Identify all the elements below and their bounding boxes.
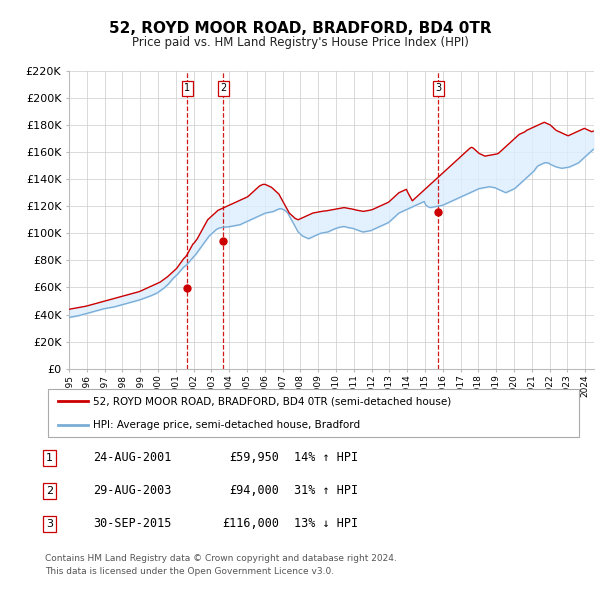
Text: Price paid vs. HM Land Registry's House Price Index (HPI): Price paid vs. HM Land Registry's House … [131, 36, 469, 49]
Text: 29-AUG-2003: 29-AUG-2003 [93, 484, 172, 497]
Text: £59,950: £59,950 [229, 451, 279, 464]
Text: £116,000: £116,000 [222, 517, 279, 530]
Text: This data is licensed under the Open Government Licence v3.0.: This data is licensed under the Open Gov… [45, 566, 334, 576]
Text: 2: 2 [220, 83, 226, 93]
Text: 13% ↓ HPI: 13% ↓ HPI [294, 517, 358, 530]
Text: Contains HM Land Registry data © Crown copyright and database right 2024.: Contains HM Land Registry data © Crown c… [45, 554, 397, 563]
Text: 1: 1 [184, 83, 190, 93]
Text: 24-AUG-2001: 24-AUG-2001 [93, 451, 172, 464]
Text: 52, ROYD MOOR ROAD, BRADFORD, BD4 0TR: 52, ROYD MOOR ROAD, BRADFORD, BD4 0TR [109, 21, 491, 36]
Text: 30-SEP-2015: 30-SEP-2015 [93, 517, 172, 530]
Text: 1: 1 [46, 453, 53, 463]
Text: 31% ↑ HPI: 31% ↑ HPI [294, 484, 358, 497]
Text: 2: 2 [46, 486, 53, 496]
Text: HPI: Average price, semi-detached house, Bradford: HPI: Average price, semi-detached house,… [94, 419, 361, 430]
Text: 3: 3 [46, 519, 53, 529]
Text: £94,000: £94,000 [229, 484, 279, 497]
FancyBboxPatch shape [47, 389, 579, 437]
Text: 14% ↑ HPI: 14% ↑ HPI [294, 451, 358, 464]
Text: 3: 3 [435, 83, 442, 93]
Text: 52, ROYD MOOR ROAD, BRADFORD, BD4 0TR (semi-detached house): 52, ROYD MOOR ROAD, BRADFORD, BD4 0TR (s… [94, 396, 452, 407]
